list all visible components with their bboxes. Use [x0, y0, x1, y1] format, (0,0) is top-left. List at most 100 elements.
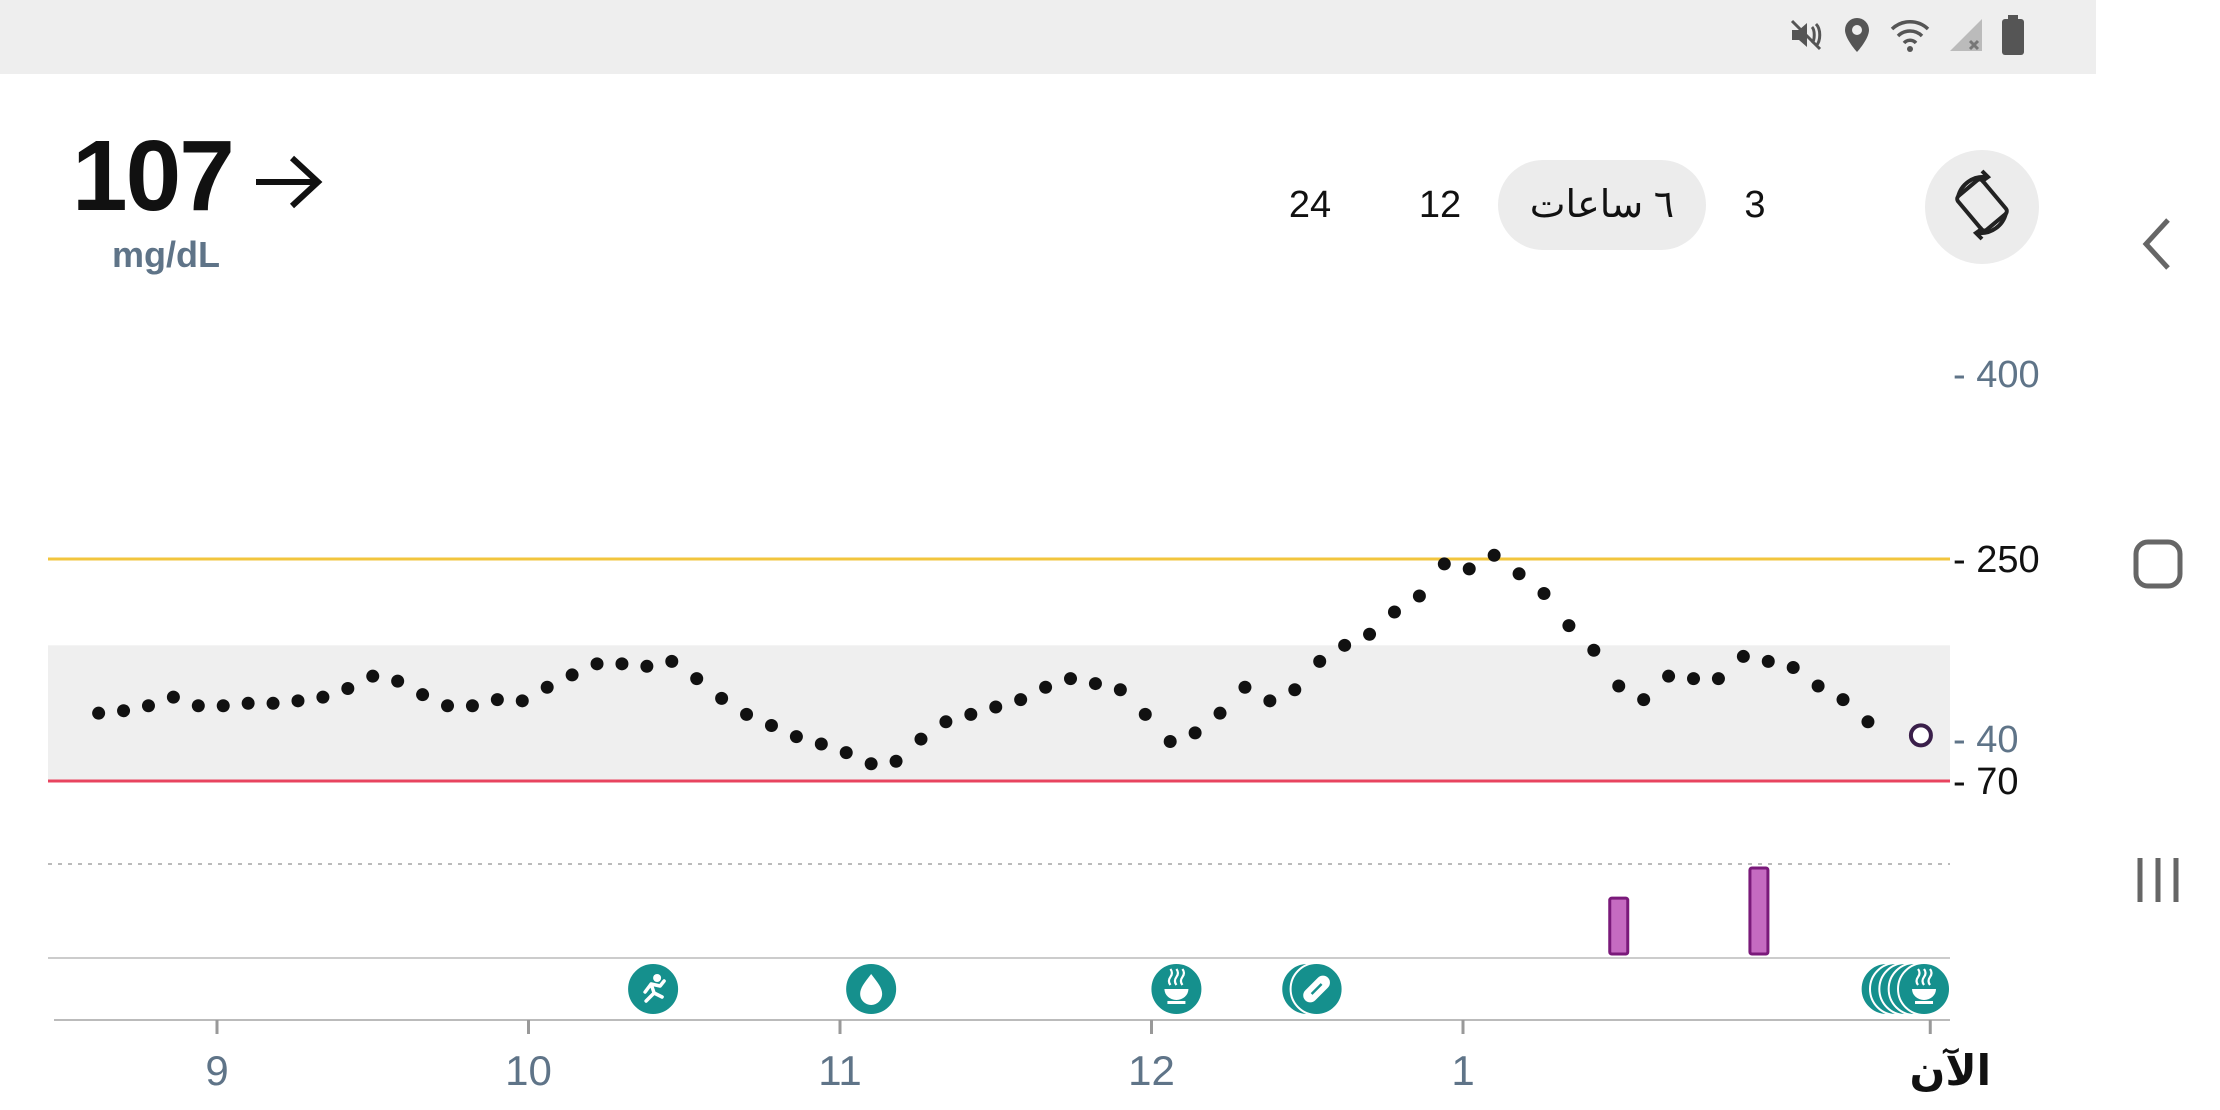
glucose-point	[1462, 562, 1476, 576]
current-reading: 107 mg/dL	[72, 120, 323, 275]
glucose-point	[1288, 683, 1302, 697]
pill-icon[interactable]	[1289, 962, 1344, 1016]
y-axis: - 400 - 250 - 70- 40	[1953, 354, 2040, 803]
glucose-point	[1687, 672, 1701, 686]
x-tick-label-now: الآن	[1909, 1047, 1991, 1094]
glucose-unit: mg/dL	[112, 234, 220, 275]
event-markers	[626, 962, 1952, 1016]
glucose-point	[740, 707, 754, 721]
y-tick-label: - 250	[1953, 539, 2040, 581]
glucose-point	[1786, 661, 1800, 675]
y-tick-label: - 40	[1953, 719, 2018, 761]
status-bar	[0, 0, 2096, 74]
glucose-point	[1437, 557, 1451, 571]
glucose-point	[1811, 679, 1825, 693]
glucose-point	[939, 715, 953, 729]
arrow-right-icon	[252, 152, 324, 217]
x-tick-label: 1	[1451, 1047, 1474, 1094]
glucose-point	[1861, 715, 1875, 729]
glucose-point	[914, 732, 928, 746]
glucose-point	[1338, 638, 1352, 652]
glucose-point	[1537, 587, 1551, 601]
glucose-point	[789, 730, 803, 744]
glucose-point	[989, 700, 1003, 714]
glucose-point	[1487, 548, 1501, 562]
glucose-point	[490, 693, 504, 707]
insulin-bar[interactable]	[1608, 896, 1630, 956]
drop-icon[interactable]	[844, 962, 899, 1016]
glucose-point	[1039, 680, 1053, 694]
glucose-point	[565, 668, 579, 682]
current-reading-marker[interactable]	[1908, 723, 1933, 748]
location-icon	[1840, 15, 1874, 55]
insulin-doses	[1608, 866, 1770, 956]
glucose-point	[864, 757, 878, 771]
glucose-point	[1238, 680, 1252, 694]
wifi-icon	[1888, 15, 1932, 55]
glucose-point	[92, 706, 106, 720]
glucose-point	[665, 654, 679, 668]
glucose-point	[241, 696, 255, 710]
glucose-point	[1188, 726, 1202, 740]
home-button[interactable]	[2096, 534, 2220, 599]
tab-12-hours[interactable]: 12	[1418, 184, 1462, 226]
meal-icon[interactable]	[1897, 962, 1952, 1016]
glucose-point	[1064, 672, 1078, 686]
glucose-point	[640, 659, 654, 673]
glucose-point	[964, 707, 978, 721]
glucose-point	[1637, 693, 1651, 707]
glucose-point	[1088, 677, 1102, 691]
glucose-point	[1138, 707, 1152, 721]
glucose-point	[316, 690, 330, 704]
glucose-point	[1761, 654, 1775, 668]
glucose-readings	[92, 548, 1933, 771]
glucose-point	[291, 694, 305, 708]
running-icon[interactable]	[626, 962, 681, 1016]
home-icon	[2128, 534, 2188, 599]
battery-icon	[2000, 14, 2026, 56]
glucose-point	[1612, 679, 1626, 693]
tab-6-hours[interactable]: ٦ ساعات	[1498, 160, 1706, 250]
glucose-point	[814, 737, 828, 751]
signal-icon	[1946, 15, 1986, 55]
glucose-point	[216, 699, 230, 713]
back-button[interactable]	[2096, 214, 2220, 279]
glucose-point	[839, 746, 853, 760]
glucose-point	[764, 719, 778, 732]
glucose-point	[1387, 605, 1401, 619]
glucose-point	[141, 699, 155, 713]
glucose-point	[266, 696, 280, 710]
tab-3-hours[interactable]: 3	[1744, 184, 1766, 226]
glucose-value: 107	[72, 120, 235, 232]
tab-24-hours[interactable]: 24	[1288, 184, 1332, 226]
x-tick-label: 9	[205, 1047, 228, 1094]
glucose-point	[590, 657, 604, 671]
glucose-point	[1512, 567, 1526, 581]
back-icon	[2138, 214, 2178, 279]
recents-button[interactable]	[2096, 850, 2220, 915]
glucose-point	[465, 699, 479, 713]
x-tick-label: 12	[1128, 1047, 1175, 1094]
glucose-point	[1313, 654, 1327, 668]
rotate-screen-button[interactable]	[1925, 150, 2039, 264]
glucose-point	[416, 688, 430, 702]
glucose-point	[690, 672, 704, 686]
glucose-point	[540, 680, 554, 694]
glucose-point	[1163, 735, 1177, 749]
glucose-point	[889, 754, 903, 768]
glucose-point	[1412, 589, 1426, 603]
meal-icon[interactable]	[1149, 962, 1204, 1016]
x-axis: 9 10 11 12 1 الآن	[205, 1020, 1991, 1094]
navigation-bar	[2096, 74, 2220, 1110]
x-tick-label: 10	[505, 1047, 552, 1094]
glucose-chart[interactable]: - 400 - 250 - 70- 40 9 10 11 12 1 الآن	[0, 0, 2096, 1110]
y-tick-label: - 70	[1953, 761, 2018, 803]
insulin-bar[interactable]	[1748, 866, 1770, 956]
glucose-point	[1263, 694, 1277, 708]
glucose-point	[1662, 669, 1676, 683]
mute-icon	[1786, 15, 1826, 55]
glucose-point	[715, 691, 729, 705]
time-range-tabs: 24 12 ٦ ساعات 3	[1230, 160, 1790, 250]
glucose-point	[191, 699, 205, 713]
glucose-point	[1736, 649, 1750, 663]
